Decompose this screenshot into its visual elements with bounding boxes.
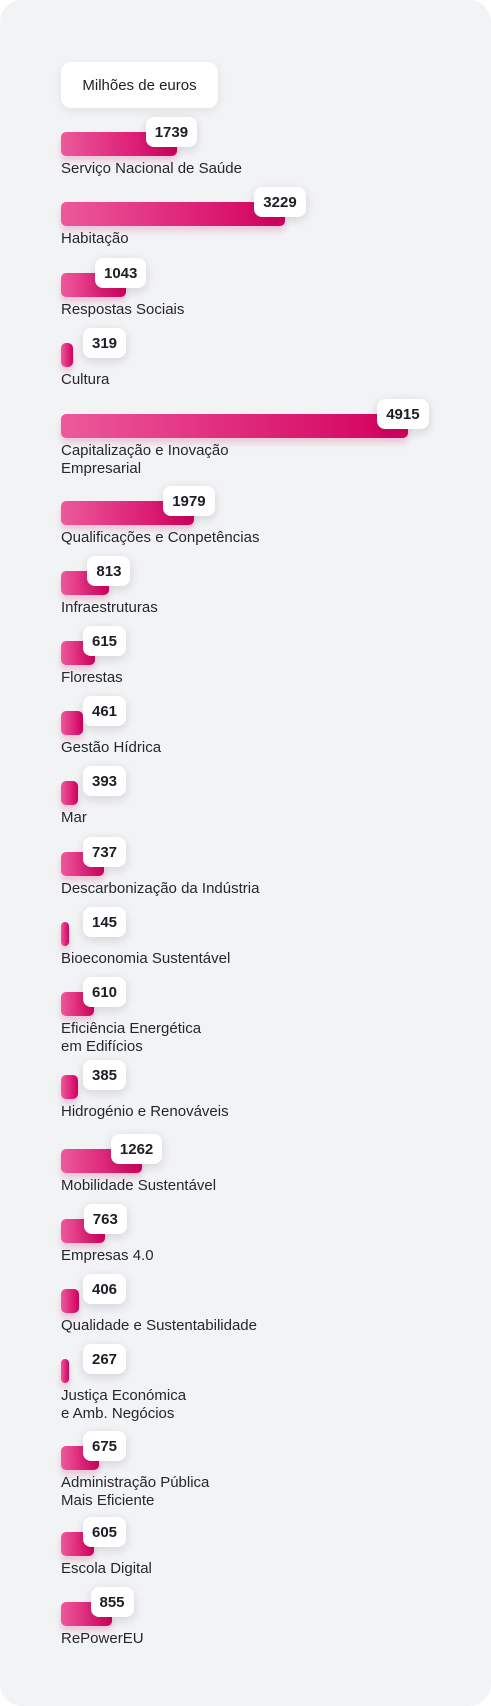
bar <box>61 343 73 367</box>
value-label: 461 <box>83 696 127 726</box>
value-label: 406 <box>83 1274 127 1304</box>
value-label: 610 <box>83 977 127 1007</box>
category-label: Mar <box>61 809 87 826</box>
bar <box>61 1075 78 1099</box>
category-label: Infraestruturas <box>61 599 158 616</box>
bar <box>61 1289 80 1313</box>
category-label: Qualidade e Sustentabilidade <box>61 1317 257 1334</box>
value-label: 1979 <box>163 486 215 516</box>
value-label: 615 <box>83 626 127 656</box>
category-label: Administração Pública Mais Eficiente <box>61 1474 210 1509</box>
category-label: Descarbonização da Indústria <box>61 880 260 897</box>
category-label: Eficiência Energética em Edifícios <box>61 1020 202 1055</box>
category-label: Bioeconomia Sustentável <box>61 950 231 967</box>
bar <box>61 922 69 946</box>
category-label: RePowerEU <box>61 1630 144 1647</box>
value-label: 145 <box>83 907 127 937</box>
value-label: 319 <box>83 328 127 358</box>
value-label: 1262 <box>110 1134 163 1164</box>
category-label: Qualificações e Conpetências <box>61 529 260 546</box>
category-label: Respostas Sociais <box>61 301 185 318</box>
value-label: 675 <box>83 1431 127 1461</box>
bar <box>61 711 84 735</box>
category-label: Hidrogénio e Renováveis <box>61 1103 229 1120</box>
bar <box>61 781 79 805</box>
value-label: 3229 <box>254 187 306 217</box>
value-label: 1043 <box>95 258 147 288</box>
value-label: 393 <box>83 766 127 796</box>
category-label: Mobilidade Sustentável <box>61 1177 217 1194</box>
bar <box>61 202 286 226</box>
value-label: 605 <box>83 1517 127 1547</box>
category-label: Cultura <box>61 371 110 388</box>
category-label: Empresas 4.0 <box>61 1247 154 1264</box>
category-label: Gestão Hídrica <box>61 739 162 756</box>
category-label: Justiça Económica e Amb. Negócios <box>61 1387 187 1422</box>
category-label: Serviço Nacional de Saúde <box>61 160 242 177</box>
value-label: 385 <box>83 1060 127 1090</box>
unit-label: Milhões de euros <box>61 62 218 108</box>
category-label: Capitalização e Inovação Empresarial <box>61 442 229 477</box>
value-label: 737 <box>83 837 127 867</box>
value-label: 763 <box>83 1204 127 1234</box>
category-label: Escola Digital <box>61 1560 152 1577</box>
bar <box>61 414 408 438</box>
bar <box>61 1359 70 1383</box>
value-label: 1739 <box>145 117 198 147</box>
value-label: 267 <box>83 1344 127 1374</box>
category-label: Florestas <box>61 669 123 686</box>
value-label: 855 <box>90 1587 134 1617</box>
category-label: Habitação <box>61 230 129 247</box>
value-label: 813 <box>87 556 131 586</box>
value-label: 4915 <box>377 399 429 429</box>
